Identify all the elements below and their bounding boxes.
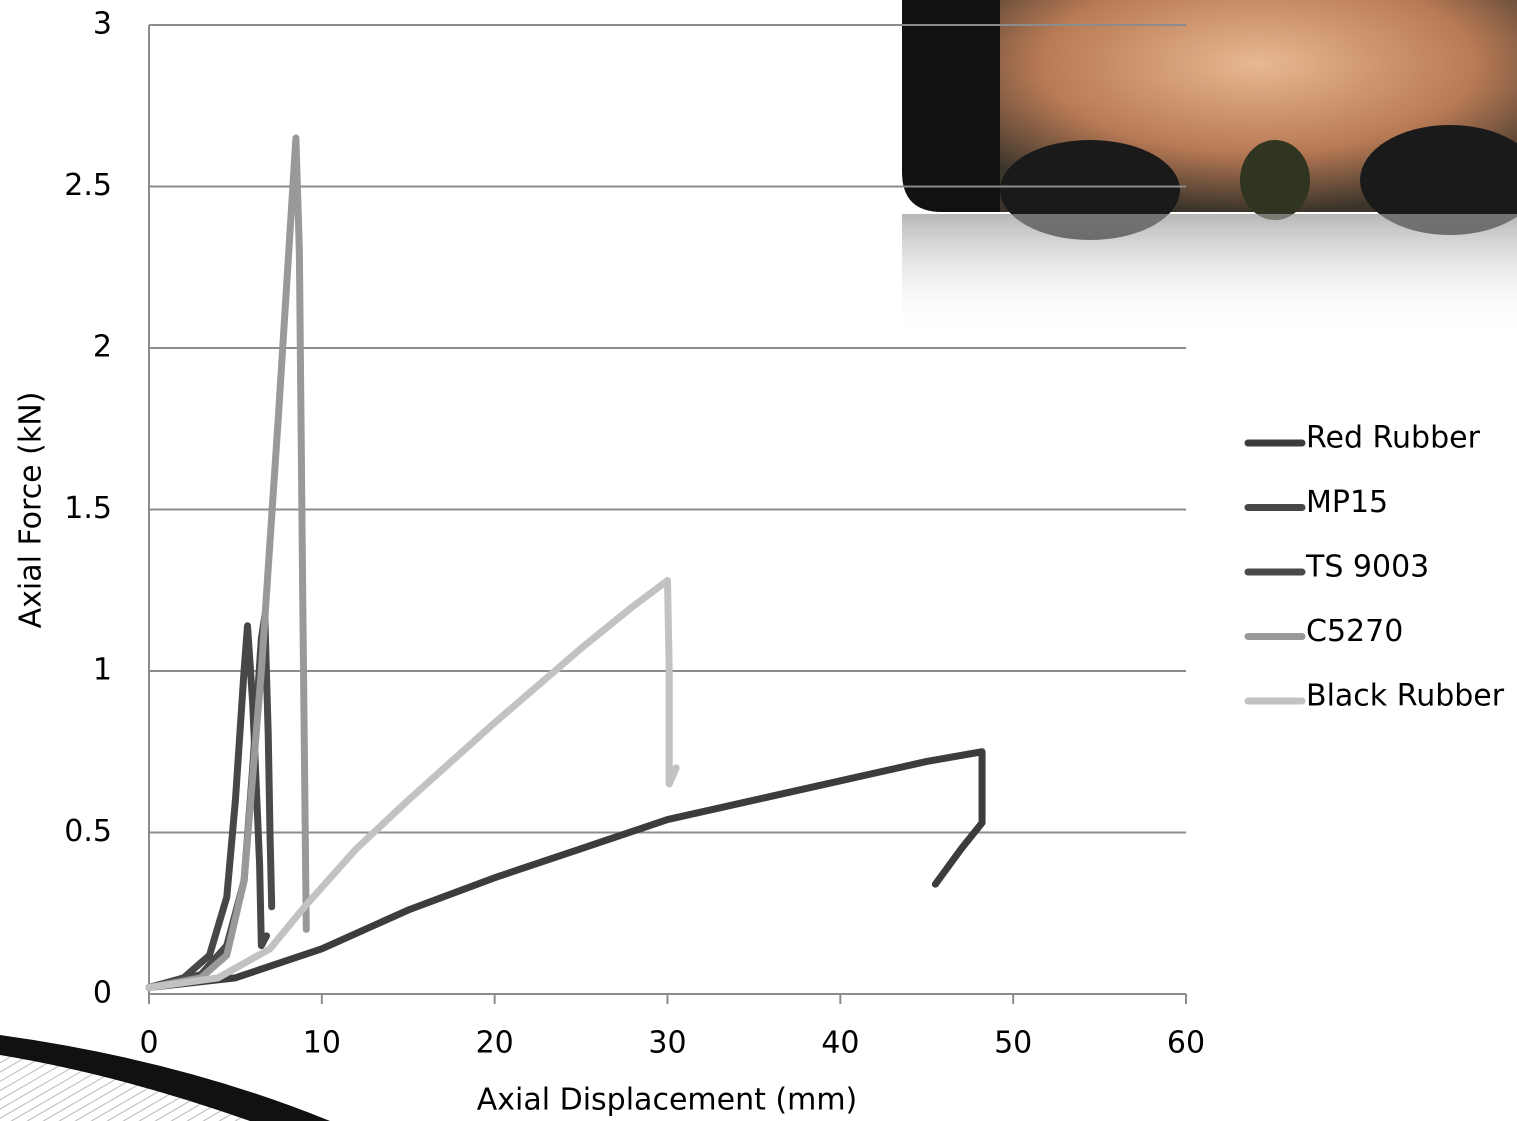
y-tick-label: 1 bbox=[93, 653, 112, 688]
legend-label: C5270 bbox=[1306, 614, 1403, 649]
y-tick-label: 1.5 bbox=[64, 491, 112, 526]
x-tick-label: 50 bbox=[994, 1026, 1032, 1061]
series-line bbox=[145, 134, 310, 992]
y-axis-title: Axial Force (kN) bbox=[14, 392, 49, 629]
x-tick-label: 40 bbox=[821, 1026, 859, 1061]
x-tick-label: 10 bbox=[303, 1026, 341, 1061]
x-axis-title: Axial Displacement (mm) bbox=[477, 1083, 858, 1118]
legend-label: MP15 bbox=[1306, 485, 1388, 520]
x-tick-label: 0 bbox=[139, 1026, 158, 1061]
decor-swoosh bbox=[0, 1035, 330, 1121]
legend-label: Red Rubber bbox=[1306, 421, 1481, 456]
series-line bbox=[145, 748, 986, 992]
y-tick-label: 2.5 bbox=[64, 168, 112, 203]
y-tick-label: 0.5 bbox=[64, 814, 112, 849]
y-tick-label: 2 bbox=[93, 330, 112, 365]
y-tick-label: 3 bbox=[93, 7, 112, 42]
x-tick-label: 30 bbox=[648, 1026, 686, 1061]
series-line bbox=[145, 622, 271, 992]
y-tick-label: 0 bbox=[93, 976, 112, 1011]
x-tick-label: 20 bbox=[476, 1026, 514, 1061]
series-line bbox=[145, 577, 680, 992]
legend-label: Black Rubber bbox=[1306, 679, 1505, 714]
legend-label: TS 9003 bbox=[1305, 550, 1429, 585]
photo bbox=[902, 0, 1517, 334]
x-tick-label: 60 bbox=[1167, 1026, 1205, 1061]
